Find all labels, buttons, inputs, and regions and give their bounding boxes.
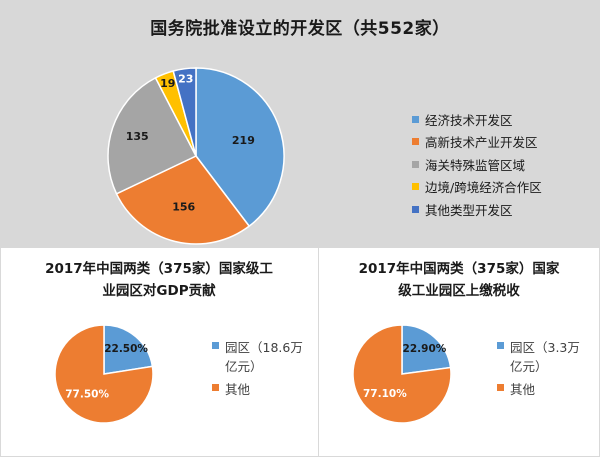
legend-swatch — [412, 183, 419, 191]
pie-slice-1 — [352, 324, 452, 424]
data-label-1: 77.10% — [363, 388, 407, 400]
legend-swatch — [412, 138, 419, 146]
legend-label: 边境/跨境经济合作区 — [425, 180, 542, 196]
legend-item-park: 园区（3.3万 亿元） — [497, 337, 580, 375]
top-chart-panel — [0, 0, 600, 248]
legend-swatch — [412, 115, 419, 123]
tax-chart-title-line-1: 2017年中国两类（375家）国家 — [358, 261, 560, 277]
legend-item-other-zone: 其他类型开发区 — [412, 198, 542, 221]
legend-item-economic-zone: 经济技术开发区 — [412, 108, 542, 131]
legend-label-line: 园区（18.6万 — [225, 340, 303, 355]
legend-item-other: 其他 — [212, 379, 303, 398]
data-label-1: 77.50% — [65, 388, 109, 400]
gdp-pie-chart: 22.50% 77.50% — [54, 324, 154, 424]
pie-slice-2 — [107, 76, 198, 195]
legend-item-other: 其他 — [497, 379, 580, 398]
legend-label-line: 园区（3.3万 — [510, 340, 580, 355]
legend-swatch — [212, 384, 219, 391]
legend-label: 高新技术产业开发区 — [425, 135, 538, 151]
legend-swatch — [212, 342, 219, 349]
data-label-3: 19 — [160, 77, 175, 90]
gdp-chart-title: 2017年中国两类（375家）国家级工 业园区对GDP贡献 — [0, 258, 318, 302]
pie-slice-0 — [195, 67, 285, 228]
legend-item-border-zone: 边境/跨境经济合作区 — [412, 176, 542, 199]
legend-label-line: 亿元） — [225, 359, 263, 374]
legend-label: 园区（18.6万 亿元） — [225, 337, 303, 375]
pie-slice-0 — [103, 324, 154, 375]
tax-pie-chart: 22.90% 77.10% — [352, 324, 452, 424]
pie-slice-4 — [172, 67, 197, 157]
top-chart-legend: 经济技术开发区 高新技术产业开发区 海关特殊监管区域 边境/跨境经济合作区 其他… — [412, 108, 542, 221]
frame-left-border — [0, 248, 1, 457]
top-chart-title: 国务院批准设立的开发区（共552家） — [150, 19, 450, 39]
legend-label: 经济技术开发区 — [425, 112, 513, 128]
legend-item-park: 园区（18.6万 亿元） — [212, 337, 303, 375]
top-pie-chart: 219 156 135 19 23 — [107, 67, 285, 245]
legend-label: 其他类型开发区 — [425, 202, 513, 218]
legend-swatch — [497, 342, 504, 349]
data-label-1: 156 — [172, 200, 195, 213]
gdp-chart-title-line-2: 业园区对GDP贡献 — [102, 283, 216, 299]
panel-divider — [318, 248, 319, 457]
legend-swatch — [412, 205, 419, 213]
gdp-chart-title-line-1: 2017年中国两类（375家）国家级工 — [45, 261, 273, 277]
tax-chart-title-line-2: 级工业园区上缴税收 — [398, 283, 520, 299]
pie-slice-1 — [115, 155, 251, 245]
legend-label: 其他 — [225, 382, 251, 397]
data-label-0: 22.50% — [104, 343, 148, 355]
legend-item-hightech-zone: 高新技术产业开发区 — [412, 131, 542, 154]
pie-slice-0 — [401, 324, 452, 375]
legend-swatch — [412, 160, 419, 168]
data-label-2: 135 — [126, 130, 149, 143]
tax-chart-title: 2017年中国两类（375家）国家 级工业园区上缴税收 — [319, 258, 599, 302]
data-label-0: 22.90% — [403, 343, 447, 355]
tax-chart-legend: 园区（3.3万 亿元） 其他 — [497, 337, 580, 398]
legend-item-customs-zone: 海关特殊监管区域 — [412, 153, 542, 176]
legend-label-line: 亿元） — [510, 359, 548, 374]
data-label-0: 219 — [232, 134, 255, 147]
data-label-4: 23 — [178, 73, 193, 86]
gdp-chart-legend: 园区（18.6万 亿元） 其他 — [212, 337, 303, 398]
legend-label: 园区（3.3万 亿元） — [510, 337, 580, 375]
pie-slice-1 — [54, 324, 154, 424]
legend-label: 海关特殊监管区域 — [425, 157, 526, 173]
legend-label: 其他 — [510, 382, 536, 397]
legend-swatch — [497, 384, 504, 391]
